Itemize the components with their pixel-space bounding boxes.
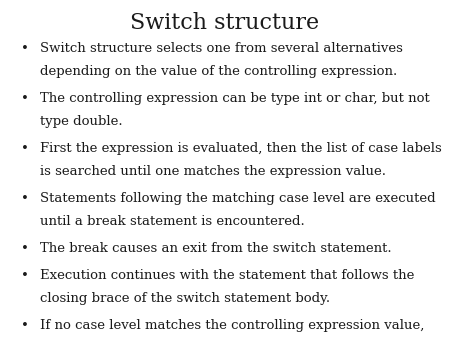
Text: closing brace of the switch statement body.: closing brace of the switch statement bo… [40, 292, 331, 305]
Text: Switch structure selects one from several alternatives: Switch structure selects one from severa… [40, 42, 403, 55]
Text: •: • [21, 142, 29, 155]
Text: •: • [21, 269, 29, 282]
Text: •: • [21, 319, 29, 332]
Text: The break causes an exit from the switch statement.: The break causes an exit from the switch… [40, 242, 392, 255]
Text: •: • [21, 92, 29, 105]
Text: •: • [21, 242, 29, 255]
Text: depending on the value of the controlling expression.: depending on the value of the controllin… [40, 65, 398, 78]
Text: •: • [21, 42, 29, 55]
Text: •: • [21, 192, 29, 205]
Text: type double.: type double. [40, 115, 123, 128]
Text: The controlling expression can be type int or char, but not: The controlling expression can be type i… [40, 92, 430, 105]
Text: Execution continues with the statement that follows the: Execution continues with the statement t… [40, 269, 415, 282]
Text: Switch structure: Switch structure [130, 12, 320, 34]
Text: is searched until one matches the expression value.: is searched until one matches the expres… [40, 165, 387, 178]
Text: First the expression is evaluated, then the list of case labels: First the expression is evaluated, then … [40, 142, 442, 155]
Text: Statements following the matching case level are executed: Statements following the matching case l… [40, 192, 436, 205]
Text: until a break statement is encountered.: until a break statement is encountered. [40, 215, 305, 228]
Text: If no case level matches the controlling expression value,: If no case level matches the controlling… [40, 319, 425, 332]
